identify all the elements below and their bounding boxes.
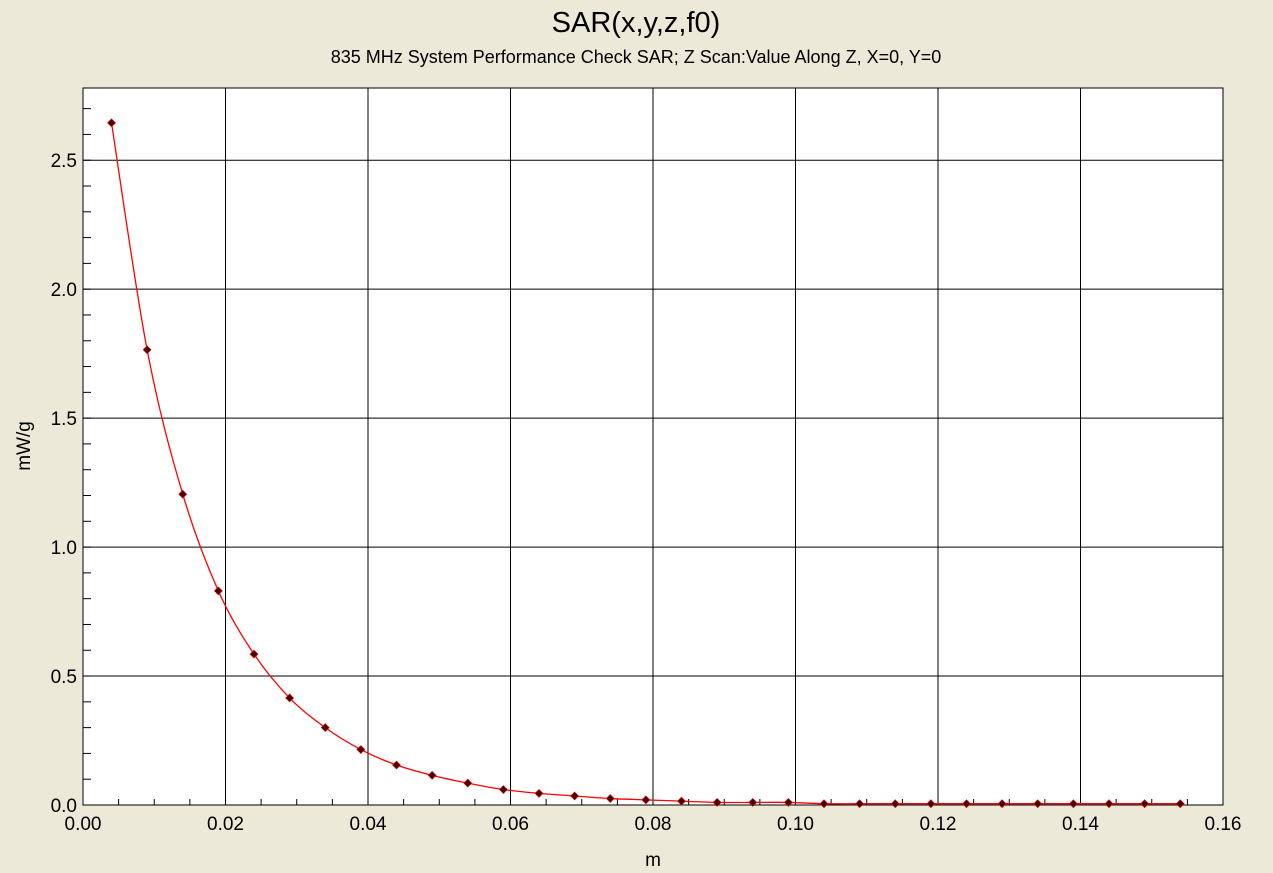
y-tick-label: 0.5: [51, 667, 77, 688]
y-tick-label: 0.0: [51, 796, 77, 817]
data-point: [819, 799, 829, 809]
data-point: [534, 788, 544, 798]
data-point: [712, 797, 722, 807]
y-axis-label: mW/g: [14, 421, 35, 471]
data-point: [249, 649, 259, 659]
data-point: [748, 797, 758, 807]
x-tick-label: 0.04: [350, 814, 387, 835]
data-point: [427, 770, 437, 780]
x-tick-label: 0.08: [635, 814, 672, 835]
data-point: [641, 795, 651, 805]
chart-subtitle: 835 MHz System Performance Check SAR; Z …: [331, 47, 942, 67]
data-point: [783, 797, 793, 807]
data-point: [178, 489, 188, 499]
grid-lines: [83, 88, 1223, 805]
chart-title: SAR(x,y,z,f0): [552, 7, 721, 39]
data-point: [997, 799, 1007, 809]
data-point: [962, 799, 971, 809]
data-point: [605, 794, 615, 803]
data-point: [213, 586, 223, 596]
y-tick-label: 2.5: [51, 151, 77, 172]
x-tick-label: 0.10: [777, 814, 814, 835]
series-group: [107, 118, 1185, 809]
data-point: [1068, 799, 1078, 809]
data-point: [356, 745, 366, 754]
x-tick-label: 0.06: [492, 814, 529, 835]
data-point: [1140, 799, 1150, 809]
x-tick-label: 0.00: [65, 814, 102, 835]
x-tick-label: 0.02: [207, 814, 244, 835]
data-point: [107, 118, 116, 128]
data-point: [855, 799, 865, 809]
data-point: [1175, 799, 1185, 809]
minor-ticks: [82, 108, 1224, 806]
y-tick-label: 1.0: [51, 538, 77, 559]
x-tick-labels: 0.00 0.02 0.04 0.06 0.08 0.10 0.12 0.14 0.16: [65, 814, 1242, 835]
y-tick-label: 2.0: [51, 280, 77, 301]
data-point: [890, 799, 900, 809]
data-point: [677, 796, 686, 806]
data-point: [926, 799, 936, 809]
y-tick-label: 1.5: [51, 409, 77, 430]
data-point: [570, 791, 580, 801]
data-point: [320, 723, 330, 733]
data-point: [285, 693, 295, 703]
x-tick-label: 0.12: [920, 814, 957, 835]
data-point: [142, 345, 152, 355]
data-point: [1033, 799, 1043, 809]
data-point: [1104, 799, 1114, 809]
data-point: [392, 760, 401, 770]
x-tick-label: 0.16: [1205, 814, 1242, 835]
y-tick-labels: 0.0 0.5 1.0 1.5 2.0 2.5: [51, 151, 77, 817]
data-point: [463, 778, 473, 788]
x-axis-label: m: [645, 850, 661, 871]
data-point: [498, 785, 508, 794]
x-tick-label: 0.14: [1062, 814, 1099, 835]
